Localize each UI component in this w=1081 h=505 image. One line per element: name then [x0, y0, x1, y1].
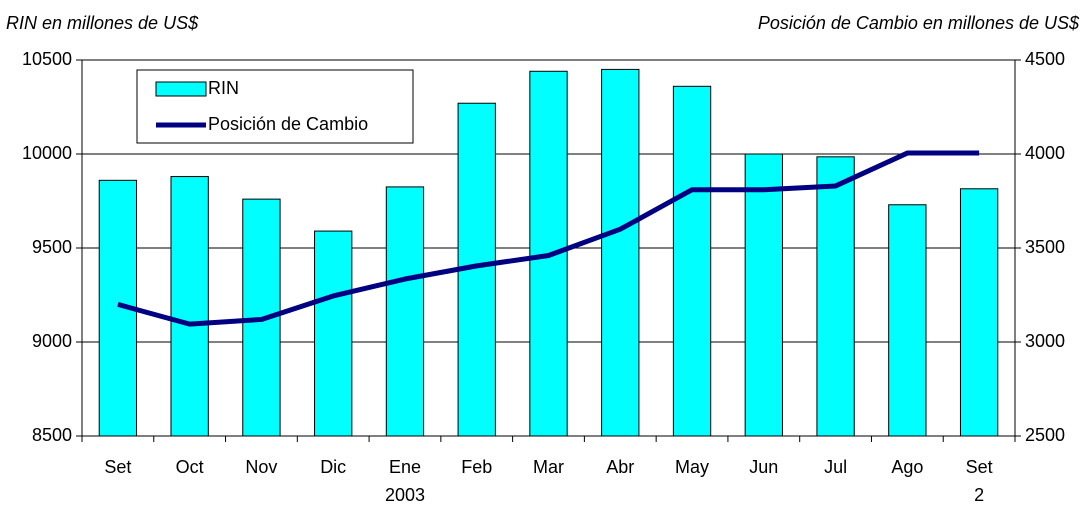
y-tick-label: 10000 — [22, 143, 72, 163]
legend-label: RIN — [208, 78, 239, 98]
x-tick-label: Abr — [606, 457, 634, 477]
bar — [888, 204, 927, 437]
bar — [314, 230, 353, 437]
legend-swatch — [155, 81, 207, 97]
y2-axis-title: Posición de Cambio en millones de US$ — [758, 13, 1080, 33]
x-tick-label: Set — [966, 457, 993, 477]
y2-tick-label: 3500 — [1025, 237, 1065, 257]
plot-border — [81, 59, 1016, 437]
x-tick-label: Jun — [749, 457, 778, 477]
x-tick-label: Set — [104, 457, 131, 477]
bar — [959, 188, 999, 437]
bar — [744, 153, 783, 437]
y-tick-label: 8500 — [32, 425, 72, 445]
bar — [672, 85, 712, 437]
y2-tick-label: 2500 — [1025, 425, 1065, 445]
bar — [601, 68, 640, 437]
x-tick-label: Mar — [533, 457, 564, 477]
line — [117, 150, 980, 327]
y2-tick-label: 4000 — [1025, 143, 1065, 163]
y2-tick-label: 4500 — [1025, 49, 1065, 69]
x-tick-label: Dic — [320, 457, 346, 477]
x-tick-label: Oct — [176, 457, 204, 477]
bar — [816, 156, 855, 437]
x-tick-label: Nov — [245, 457, 277, 477]
y-tick-label: 9500 — [32, 237, 72, 257]
y-tick-label: 9000 — [32, 331, 72, 351]
x-tick-label: May — [675, 457, 709, 477]
legend-label: Posición de Cambio — [208, 114, 368, 134]
x-tick-label: Ago — [891, 457, 923, 477]
x-tick-label: Jul — [824, 457, 847, 477]
x-tick-label: Feb — [461, 457, 492, 477]
x-group-label: 2 — [974, 485, 984, 505]
y-tick-label: 10500 — [22, 49, 72, 69]
x-tick-label: Ene — [389, 457, 421, 477]
bar — [170, 176, 209, 437]
y2-tick-label: 3000 — [1025, 331, 1065, 351]
bar — [385, 186, 425, 437]
x-group-label: 2003 — [385, 485, 425, 505]
y-axis-title: RIN en millones de US$ — [6, 13, 199, 33]
